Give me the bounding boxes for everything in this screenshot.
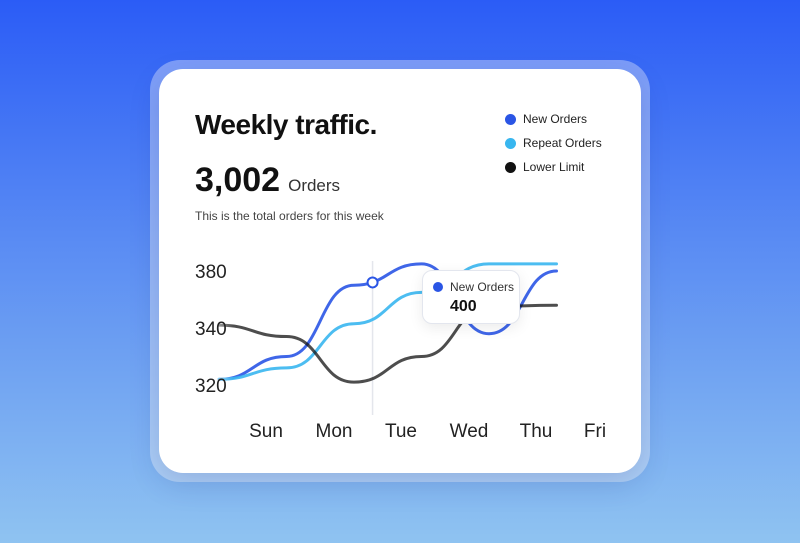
legend-dot-repeat-orders xyxy=(505,137,516,149)
tooltip-dot xyxy=(433,282,443,292)
y-tick-label-340: 340 xyxy=(195,319,227,340)
total-orders: 3,002 Orders xyxy=(195,161,340,200)
legend-label-lower-limit: Lower Limit xyxy=(523,160,585,174)
x-tick-label-wed: Wed xyxy=(450,421,489,442)
legend-dot-new-orders xyxy=(505,113,516,125)
card-subtitle: This is the total orders for this week xyxy=(195,209,384,223)
total-orders-unit: Orders xyxy=(288,176,341,195)
hover-point-marker[interactable] xyxy=(366,276,379,289)
weekly-traffic-card: Weekly traffic. 3,002 Orders This is the… xyxy=(159,69,641,473)
tooltip-value: 400 xyxy=(450,298,477,315)
x-tick-label-tue: Tue xyxy=(385,421,417,442)
legend-dot-lower-limit xyxy=(505,161,516,173)
x-tick-label-fri: Fri xyxy=(584,421,606,442)
weekly-traffic-chart: 380 340 320 Sun Mon Tue Wed Thu Fri xyxy=(195,259,606,442)
total-orders-value: 3,002 xyxy=(195,161,281,199)
y-tick-label-320: 320 xyxy=(195,376,227,397)
series-line-repeat-orders[interactable] xyxy=(217,262,558,381)
y-tick-label-380: 380 xyxy=(195,262,227,283)
x-tick-label-thu: Thu xyxy=(520,421,553,442)
legend-label-repeat-orders: Repeat Orders xyxy=(523,136,602,150)
legend-item-lower-limit[interactable]: Lower Limit xyxy=(505,155,602,179)
tooltip-series-label: New Orders xyxy=(450,280,515,294)
legend-label-new-orders: New Orders xyxy=(523,112,588,126)
x-tick-label-mon: Mon xyxy=(316,421,353,442)
card-title: Weekly traffic. xyxy=(195,109,377,140)
chart-legend: New Orders Repeat Orders Lower Limit xyxy=(505,107,602,179)
chart-tooltip: New Orders 400 xyxy=(422,270,520,324)
x-tick-label-sun: Sun xyxy=(249,421,283,442)
legend-item-new-orders[interactable]: New Orders xyxy=(505,107,602,131)
series-line-new-orders[interactable] xyxy=(217,262,558,381)
chart-fade-left xyxy=(199,259,233,389)
chart-fade-right xyxy=(559,259,603,389)
legend-item-repeat-orders[interactable]: Repeat Orders xyxy=(505,131,602,155)
